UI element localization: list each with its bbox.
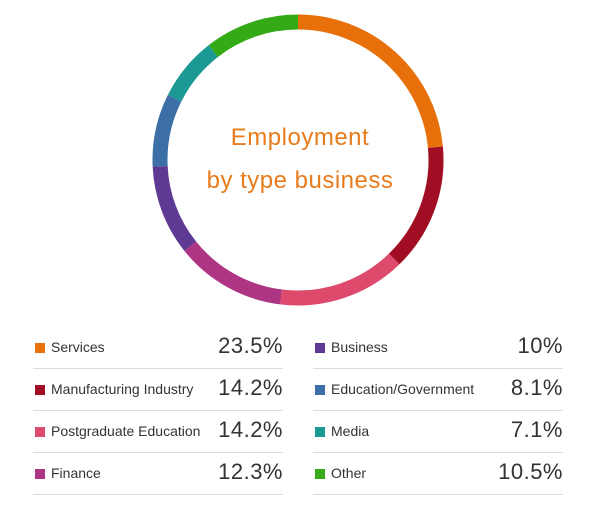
legend-value: 7.1% xyxy=(510,417,563,442)
legend-swatch xyxy=(315,469,325,479)
donut-chart xyxy=(152,14,444,306)
legend-value: 23.5% xyxy=(218,333,283,358)
legend-label: Education/Government xyxy=(331,381,475,397)
donut-slice xyxy=(152,94,182,167)
legend-right-column: Business 10% Education/Government 8.1% Media… xyxy=(313,327,563,495)
legend-swatch xyxy=(315,343,325,353)
legend-label: Manufacturing Industry xyxy=(51,381,194,397)
legend-item: Finance 12.3% xyxy=(33,453,283,495)
donut-slice xyxy=(152,165,197,251)
legend-item: Media 7.1% xyxy=(313,411,563,453)
legend-label: Postgraduate Education xyxy=(51,423,201,439)
legend-item: Manufacturing Industry 14.2% xyxy=(33,369,283,411)
legend-label: Media xyxy=(331,423,370,439)
legend-swatch xyxy=(315,385,325,395)
legend-value: 14.2% xyxy=(218,375,283,400)
legend-label: Other xyxy=(331,465,367,481)
chart-title-line-1: Employment xyxy=(230,124,370,151)
donut-slice xyxy=(280,253,400,306)
donut-slice xyxy=(184,241,283,305)
legend-label: Services xyxy=(51,339,105,355)
legend-swatch xyxy=(35,343,45,353)
legend-swatch xyxy=(35,385,45,395)
legend-label: Finance xyxy=(51,465,101,481)
donut-slice xyxy=(297,14,443,148)
donut-slice xyxy=(167,45,219,102)
legend-item: Services 23.5% xyxy=(33,327,283,369)
legend-swatch xyxy=(315,427,325,437)
legend-value: 12.3% xyxy=(218,459,283,484)
legend-label: Business xyxy=(331,339,388,355)
chart-title-line-2: by type business xyxy=(206,167,394,194)
legend-item: Business 10% xyxy=(313,327,563,369)
legend-value: 10% xyxy=(517,333,563,358)
legend-value: 14.2% xyxy=(218,417,283,442)
legend-value: 10.5% xyxy=(498,459,563,484)
donut-slice xyxy=(208,14,299,58)
legend-swatch xyxy=(35,469,45,479)
legend-item: Other 10.5% xyxy=(313,453,563,495)
legend-item: Education/Government 8.1% xyxy=(313,369,563,411)
legend-left-column: Services 23.5% Manufacturing Industry 14.2%… xyxy=(33,327,283,495)
legend-value: 8.1% xyxy=(510,375,563,400)
donut-slice xyxy=(388,146,444,265)
legend-item: Postgraduate Education 14.2% xyxy=(33,411,283,453)
legend-swatch xyxy=(35,427,45,437)
